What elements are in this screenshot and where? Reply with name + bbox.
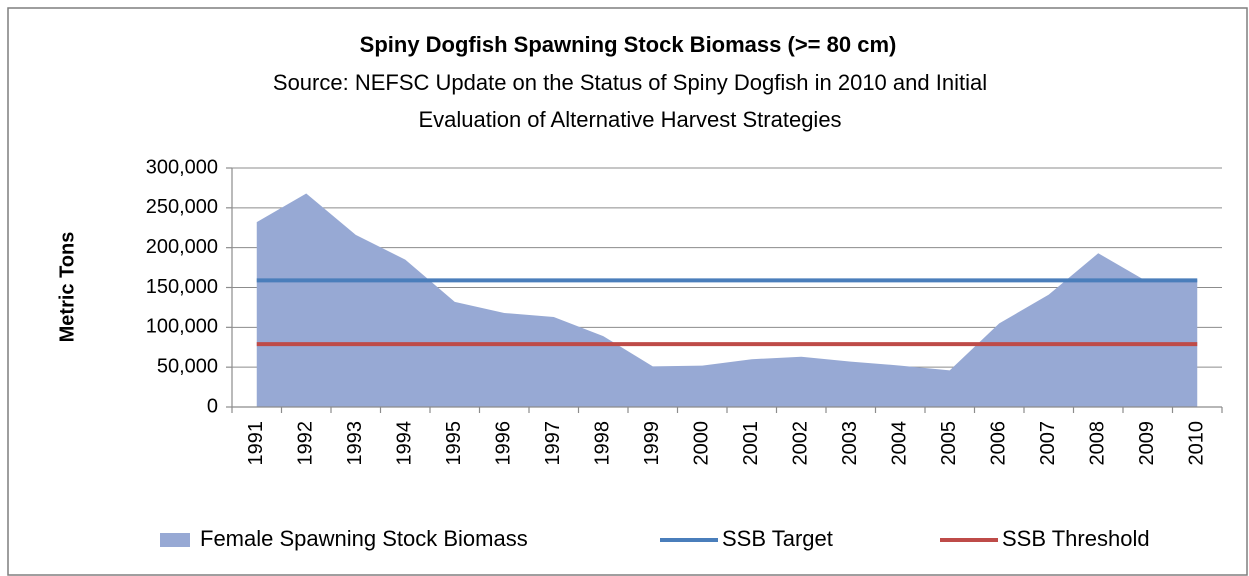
- x-tick-label: 1996: [493, 421, 515, 466]
- y-tick-label: 0: [207, 395, 218, 417]
- x-tick-label: 2006: [988, 421, 1010, 466]
- x-tick-label: 2009: [1136, 421, 1158, 466]
- y-tick-label: 150,000: [146, 276, 218, 298]
- x-tick-label: 1994: [394, 421, 416, 466]
- x-tick-label: 1998: [592, 421, 614, 466]
- x-tick-label: 2007: [1037, 421, 1059, 466]
- legend-label: SSB Threshold: [1002, 526, 1150, 551]
- x-tick-label: 2000: [691, 421, 713, 466]
- x-tick-label: 1995: [443, 421, 465, 466]
- y-axis-title: Metric Tons: [56, 232, 78, 343]
- x-tick-label: 1999: [641, 421, 663, 466]
- area: [256, 193, 1198, 407]
- x-tick-label: 2002: [790, 421, 812, 466]
- y-tick-label: 300,000: [146, 156, 218, 178]
- y-tick-label: 50,000: [157, 355, 218, 377]
- chart-frame: [7, 7, 1248, 576]
- x-tick-label: 1993: [344, 421, 366, 466]
- legend-label: SSB Target: [722, 526, 833, 551]
- legend-label: Female Spawning Stock Biomass: [200, 526, 528, 551]
- x-tick-label: 2008: [1087, 421, 1109, 466]
- x-tick-label: 2003: [839, 421, 861, 466]
- chart-title: Spiny Dogfish Spawning Stock Biomass (>=…: [360, 32, 897, 57]
- x-tick-label: 1992: [295, 421, 317, 466]
- x-tick-label: 2005: [938, 421, 960, 466]
- y-tick-label: 200,000: [146, 236, 218, 258]
- legend-swatch: [160, 533, 190, 547]
- chart-subtitle: Source: NEFSC Update on the Status of Sp…: [273, 70, 987, 95]
- x-tick-label: 2010: [1186, 421, 1208, 466]
- x-tick-label: 1997: [542, 421, 564, 466]
- x-tick-label: 2004: [889, 421, 911, 466]
- chart-subtitle: Evaluation of Alternative Harvest Strate…: [418, 107, 841, 132]
- y-tick-label: 250,000: [146, 196, 218, 218]
- y-tick-label: 100,000: [146, 316, 218, 338]
- x-tick-label: 1991: [245, 421, 267, 466]
- x-tick-label: 2001: [740, 421, 762, 466]
